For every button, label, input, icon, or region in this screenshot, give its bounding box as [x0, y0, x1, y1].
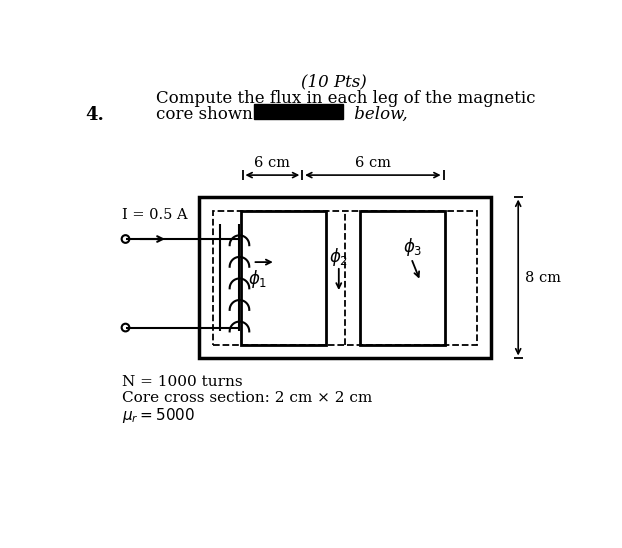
- Text: $\phi_3$: $\phi_3$: [403, 237, 422, 259]
- Text: (10 Pts): (10 Pts): [300, 73, 366, 90]
- Text: Compute the flux in each leg of the magnetic: Compute the flux in each leg of the magn…: [156, 90, 536, 107]
- Bar: [254, 104, 343, 119]
- Text: I = 0.5 A: I = 0.5 A: [122, 208, 187, 222]
- Text: N = 1000 turns: N = 1000 turns: [122, 375, 243, 389]
- Bar: [241, 210, 326, 345]
- Text: $\mu_r = 5000$: $\mu_r = 5000$: [122, 406, 195, 425]
- Text: below,: below,: [349, 106, 407, 123]
- Text: 4.: 4.: [85, 106, 104, 124]
- Text: Core cross section: 2 cm × 2 cm: Core cross section: 2 cm × 2 cm: [122, 391, 372, 405]
- Text: 6 cm: 6 cm: [355, 156, 391, 170]
- Text: $\phi_2$: $\phi_2$: [329, 246, 348, 268]
- Text: 6 cm: 6 cm: [254, 156, 290, 170]
- Text: 8 cm: 8 cm: [525, 271, 561, 284]
- Bar: [360, 210, 445, 345]
- Bar: [198, 197, 491, 358]
- Text: $\phi_1$: $\phi_1$: [248, 268, 267, 290]
- Bar: [213, 210, 478, 345]
- Text: core shown: core shown: [156, 106, 253, 123]
